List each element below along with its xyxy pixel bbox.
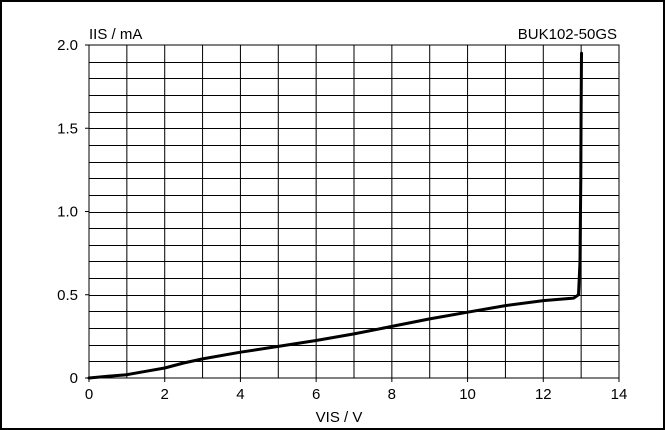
tick-labels: 0 2 4 6 8 10 12 14 0 0.5 1.0 1.5 2.0: [57, 37, 627, 403]
y-tick-label: 1.5: [57, 120, 78, 137]
y-axis-label: IIS / mA: [89, 26, 142, 43]
series-layer: [87, 51, 583, 380]
x-tick-label: 14: [611, 386, 628, 403]
x-tick-label: 6: [312, 386, 320, 403]
y-tick-label: 1.0: [57, 204, 78, 221]
x-tick-label: 10: [459, 386, 476, 403]
y-tick-label: 0.5: [57, 287, 78, 304]
y-tick-label: 2.0: [57, 37, 78, 54]
x-tick-label: 0: [85, 386, 93, 403]
series-line: [87, 51, 583, 380]
x-tick-label: 4: [236, 386, 244, 403]
y-tick-label: 0: [70, 370, 78, 387]
grid: [89, 45, 619, 378]
x-axis-label: VIS / V: [316, 409, 363, 426]
device-label: BUK102-50GS: [518, 26, 617, 43]
x-tick-label: 2: [161, 386, 169, 403]
x-tick-label: 12: [535, 386, 552, 403]
x-tick-label: 8: [388, 386, 396, 403]
